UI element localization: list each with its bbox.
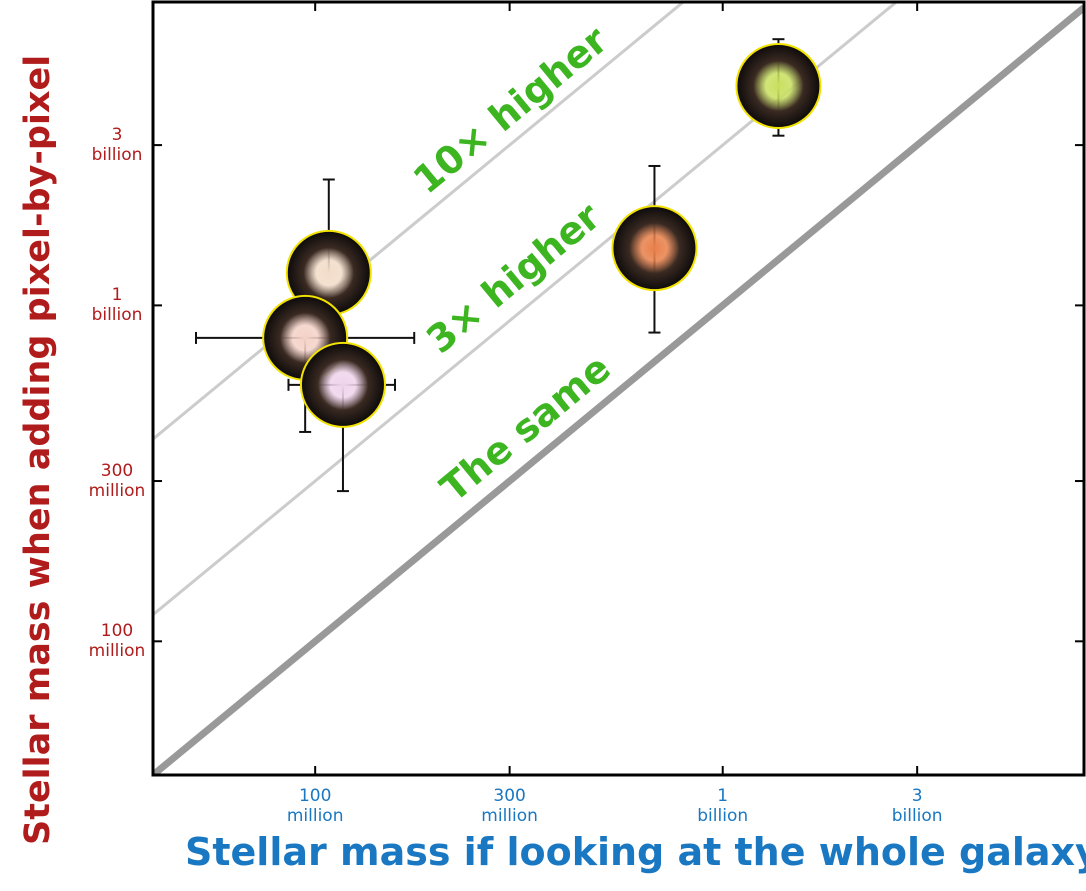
line-annotation: The same xyxy=(432,346,619,511)
line-annotation: 3× higher xyxy=(418,194,609,362)
galaxy-point xyxy=(736,44,820,128)
y-tick-label: 100 million xyxy=(62,621,172,661)
y-tick-label: 1 billion xyxy=(62,285,172,325)
y-axis-title: Stellar mass when adding pixel-by-pixel xyxy=(18,55,58,845)
reference-line xyxy=(153,8,1084,775)
x-tick-label: 300 million xyxy=(455,786,565,826)
x-tick-label: 100 million xyxy=(260,786,370,826)
galaxy-point xyxy=(301,343,385,427)
x-tick-label: 3 billion xyxy=(862,786,972,826)
x-tick-label: 1 billion xyxy=(668,786,778,826)
chart: The same3× higher10× higher Stellar mass… xyxy=(0,0,1086,891)
line-annotation: 10× higher xyxy=(405,18,616,203)
x-axis-title: Stellar mass if looking at the whole gal… xyxy=(185,830,1086,874)
y-tick-label: 300 million xyxy=(62,461,172,501)
y-tick-label: 3 billion xyxy=(62,125,172,165)
galaxy-point xyxy=(612,206,696,290)
